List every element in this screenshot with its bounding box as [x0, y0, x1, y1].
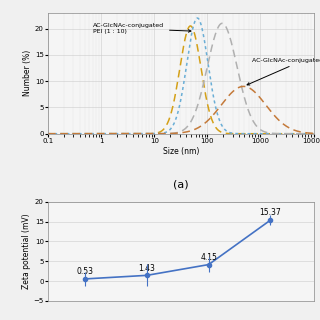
- Text: AC-GlcNAc-conjugated
PEI (1 : 10): AC-GlcNAc-conjugated PEI (1 : 10): [93, 23, 191, 34]
- X-axis label: Size (nm): Size (nm): [163, 147, 199, 156]
- Text: 4.15: 4.15: [200, 253, 217, 262]
- Text: AC-GlcNAc-conjugated PEI (1 : 1): AC-GlcNAc-conjugated PEI (1 : 1): [247, 58, 320, 85]
- Text: 0.53: 0.53: [76, 267, 93, 276]
- Y-axis label: Zeta potential (mV): Zeta potential (mV): [22, 213, 31, 289]
- Y-axis label: Number (%): Number (%): [23, 50, 32, 96]
- Text: 1.43: 1.43: [138, 264, 155, 273]
- Text: (a): (a): [173, 180, 188, 190]
- Text: 15.37: 15.37: [260, 208, 281, 217]
